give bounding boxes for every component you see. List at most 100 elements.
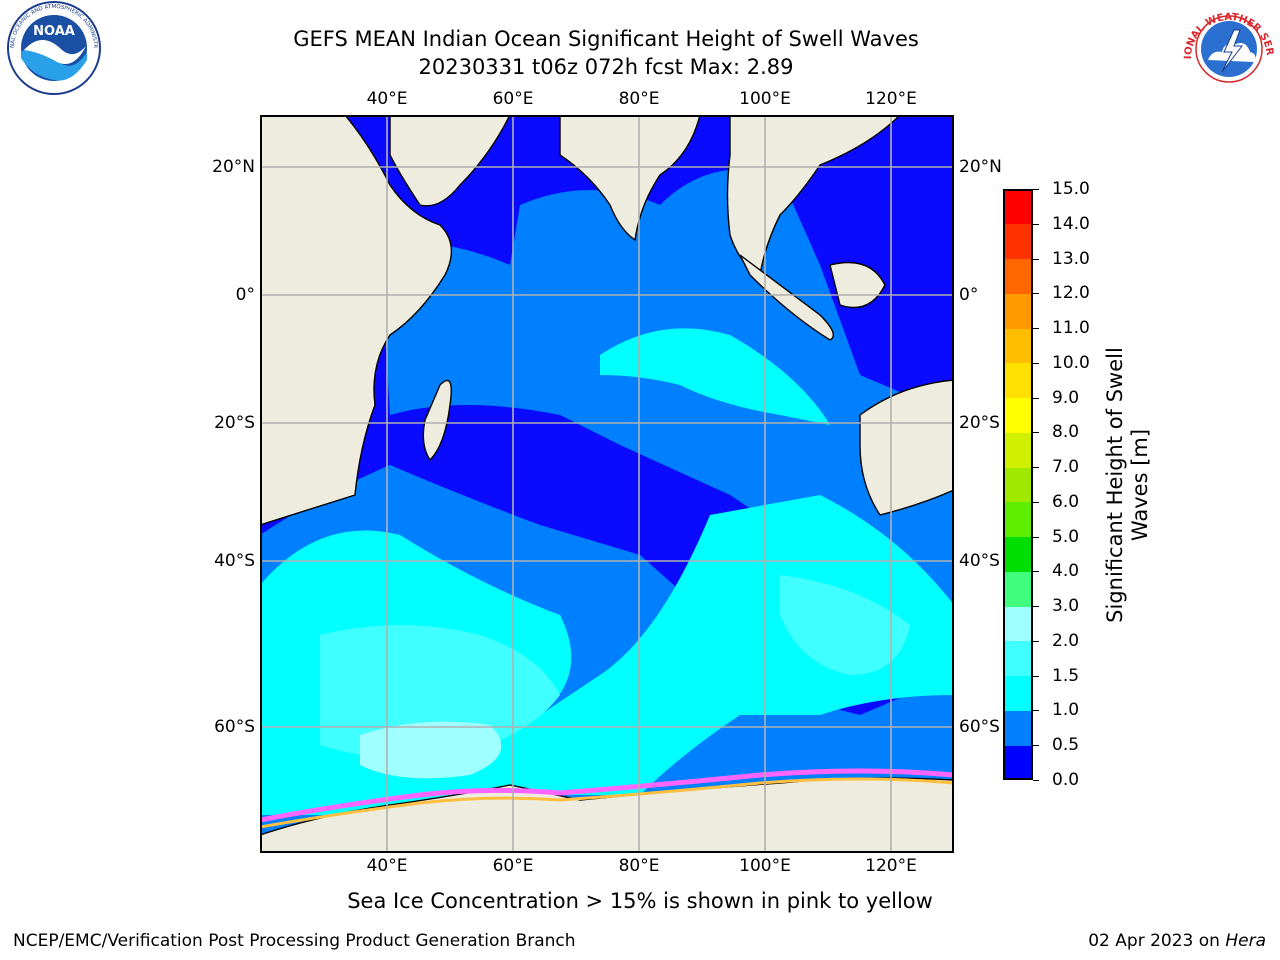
colorbar-segment xyxy=(1003,432,1033,468)
colorbar-segment xyxy=(1003,606,1033,642)
sea-ice-edge-yellow xyxy=(260,777,954,829)
lat-label-right-60s: 60°S xyxy=(959,717,1000,737)
colorbar-segment xyxy=(1003,467,1033,503)
colorbar-tick xyxy=(1033,189,1039,190)
lat-label-left-20s: 20°S xyxy=(214,413,255,433)
colorbar-tick xyxy=(1033,362,1039,364)
nws-logo: NATIONAL WEATHER SERVICE xyxy=(1178,0,1275,95)
colorbar-tick-label: 14.0 xyxy=(1052,213,1090,234)
colorbar-tick xyxy=(1033,571,1039,573)
footer-credit: NCEP/EMC/Verification Post Processing Pr… xyxy=(13,931,576,951)
colorbar-segment xyxy=(1003,536,1033,572)
land-australia xyxy=(859,379,954,516)
colorbar-tick-label: 1.5 xyxy=(1052,665,1080,686)
colorbar-segment xyxy=(1003,223,1033,259)
footer-date-text: 02 Apr 2023 on xyxy=(1088,931,1226,951)
colorbar-segment xyxy=(1003,571,1033,607)
colorbar-tick-label: 8.0 xyxy=(1052,422,1080,443)
colorbar-segment xyxy=(1003,640,1033,677)
colorbar-tick-label: 13.0 xyxy=(1052,248,1090,269)
colorbar-segment xyxy=(1003,501,1033,538)
swell-band-2-0 xyxy=(360,721,502,779)
lat-label-left-0: 0° xyxy=(235,285,255,305)
land-sumatra xyxy=(739,254,834,341)
colorbar-segment xyxy=(1003,328,1033,364)
colorbar-tick-label: 4.0 xyxy=(1052,561,1080,582)
colorbar xyxy=(1003,189,1033,781)
colorbar-tick-label: 2.0 xyxy=(1052,630,1080,651)
lat-label-right-0: 0° xyxy=(959,285,979,305)
swell-band-1-5 xyxy=(320,625,560,759)
colorbar-tick xyxy=(1033,432,1039,434)
land-borneo xyxy=(829,261,886,309)
colorbar-tick-label: 5.0 xyxy=(1052,526,1080,547)
colorbar-tick-label: 15.0 xyxy=(1052,179,1090,199)
colorbar-tick xyxy=(1033,467,1039,469)
lon-label-bottom-100e: 100°E xyxy=(739,856,791,876)
land-madagascar xyxy=(422,379,452,462)
colorbar-tick xyxy=(1033,606,1039,608)
colorbar-tick xyxy=(1033,258,1039,260)
colorbar-tick xyxy=(1033,328,1039,330)
colorbar-tick-label: 10.0 xyxy=(1052,352,1090,373)
colorbar-title-line1: Significant Height of Swell xyxy=(1103,347,1127,623)
map-subtitle: 20230331 t06z 072h fcst Max: 2.89 xyxy=(418,55,794,79)
colorbar-tick xyxy=(1033,397,1039,399)
colorbar-tick-label: 9.0 xyxy=(1052,387,1080,408)
sea-ice-note: Sea Ice Concentration > 15% is shown in … xyxy=(347,889,933,913)
land-arabia xyxy=(389,115,511,207)
colorbar-tick xyxy=(1033,745,1039,747)
noaa-logo: NOAA NATIONAL OCEANIC AND ATMOSPHERIC AD… xyxy=(2,0,101,95)
colorbar-tick xyxy=(1033,536,1039,538)
colorbar-tick-label: 0.0 xyxy=(1052,770,1080,790)
lon-label-top-60e: 60°E xyxy=(492,89,534,109)
colorbar-segment xyxy=(1003,397,1033,433)
lat-label-left-20n: 20°N xyxy=(212,157,255,177)
lon-label-top-120e: 120°E xyxy=(865,89,917,109)
lat-label-right-40s: 40°S xyxy=(959,551,1000,571)
swell-band-1-0 xyxy=(600,328,830,425)
colorbar-segment xyxy=(1003,258,1033,294)
lat-label-left-40s: 40°S xyxy=(214,551,255,571)
lon-label-bottom-120e: 120°E xyxy=(865,856,917,876)
colorbar-tick xyxy=(1033,501,1039,503)
colorbar-segment xyxy=(1003,675,1033,711)
sea-ice-edge xyxy=(260,768,954,823)
colorbar-segment xyxy=(1003,293,1033,329)
colorbar-tick-label: 1.0 xyxy=(1052,700,1080,721)
lon-label-top-100e: 100°E xyxy=(739,89,791,109)
colorbar-tick xyxy=(1033,640,1039,642)
lon-label-bottom-40e: 40°E xyxy=(366,856,408,876)
colorbar-tick-label: 3.0 xyxy=(1052,596,1080,617)
colorbar-tick-label: 12.0 xyxy=(1052,283,1090,304)
svg-text:NOAA: NOAA xyxy=(33,24,75,39)
lon-label-bottom-80e: 80°E xyxy=(618,856,660,876)
colorbar-title-line2: Waves [m] xyxy=(1128,428,1152,542)
colorbar-tick xyxy=(1033,780,1039,781)
colorbar-tick-label: 0.5 xyxy=(1052,735,1080,756)
lon-label-top-80e: 80°E xyxy=(618,89,660,109)
colorbar-segment xyxy=(1003,189,1033,225)
colorbar-tick xyxy=(1033,675,1039,677)
colorbar-tick xyxy=(1033,293,1039,295)
lon-label-bottom-60e: 60°E xyxy=(492,856,534,876)
footer-machine: Hera xyxy=(1225,931,1266,951)
colorbar-border xyxy=(1003,189,1033,780)
colorbar-segment xyxy=(1003,745,1033,781)
lat-label-left-60s: 60°S xyxy=(214,717,255,737)
colorbar-tick xyxy=(1033,710,1039,712)
map-panel xyxy=(260,115,954,853)
colorbar-tick-label: 11.0 xyxy=(1052,318,1090,339)
swell-band-1-5-east xyxy=(780,575,910,675)
graticule xyxy=(260,115,954,853)
colorbar-segment xyxy=(1003,710,1033,746)
colorbar-tick-label: 7.0 xyxy=(1052,457,1080,478)
lon-label-top-40e: 40°E xyxy=(366,89,408,109)
lat-label-right-20s: 20°S xyxy=(959,413,1000,433)
map-title: GEFS MEAN Indian Ocean Significant Heigh… xyxy=(293,27,919,51)
footer-date: 02 Apr 2023 on Hera xyxy=(1088,931,1266,951)
lat-label-right-20n: 20°N xyxy=(959,157,1002,177)
colorbar-tick xyxy=(1033,223,1039,225)
colorbar-title: Significant Height of Swell Waves [m] xyxy=(1103,325,1153,645)
colorbar-tick-label: 6.0 xyxy=(1052,491,1080,512)
